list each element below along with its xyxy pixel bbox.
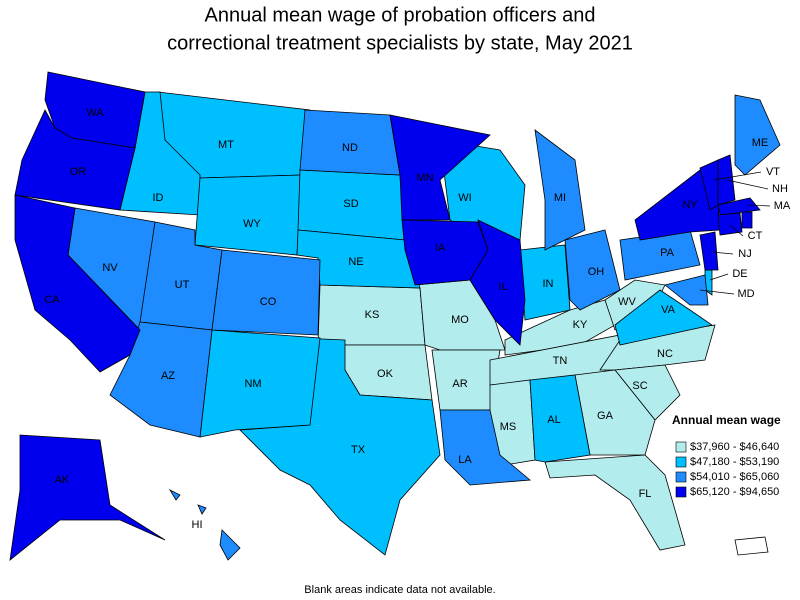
state-label: IA	[435, 242, 446, 254]
state-shape	[14, 194, 141, 373]
state-label: MS	[500, 421, 517, 433]
state-shape	[14, 109, 136, 211]
territory-shape	[734, 536, 769, 556]
state-label: ID	[153, 192, 164, 204]
leader-line	[711, 251, 734, 255]
state-label: AR	[452, 378, 467, 390]
legend-swatch	[675, 441, 687, 453]
state-label: OH	[588, 266, 605, 278]
state-shape	[614, 289, 713, 346]
states	[9, 71, 781, 561]
state-label: OR	[70, 166, 87, 178]
state-shape	[664, 274, 709, 306]
state-label: NV	[102, 262, 118, 274]
state-shape	[544, 454, 686, 551]
state-shape	[717, 197, 761, 216]
state-label: MI	[554, 192, 566, 204]
state-label: KS	[365, 309, 380, 321]
state-label: HI	[192, 519, 203, 531]
state-label: GA	[597, 410, 614, 422]
footnote: Blank areas indicate data not available.	[304, 584, 495, 596]
state-label: KY	[573, 319, 588, 331]
state-label: UT	[175, 279, 190, 291]
legend-swatch	[675, 486, 687, 498]
state-label: AL	[547, 414, 560, 426]
state-label: MD	[737, 288, 754, 300]
leader-line	[699, 289, 735, 295]
state-label: ND	[342, 142, 358, 154]
state-shape	[741, 211, 753, 229]
state-label: ME	[752, 137, 769, 149]
state-label: PA	[660, 247, 675, 259]
title-line: correctional treatment specialists by st…	[167, 32, 633, 54]
legend-title: Annual mean wage	[672, 413, 781, 427]
state-shape	[439, 409, 532, 486]
state-label: AK	[55, 474, 70, 486]
state-label: IL	[498, 281, 507, 293]
state-label: IN	[543, 278, 554, 290]
state-label: TX	[351, 444, 366, 456]
state-label: WV	[618, 296, 636, 308]
state-label: WA	[86, 107, 104, 119]
state-label: CA	[44, 294, 60, 306]
state-label: CO	[260, 296, 277, 308]
state-shape	[529, 374, 591, 463]
state-shape	[211, 249, 321, 336]
legend: $37,960 - $46,640 $47,180 - $53,190 $54,01…	[675, 441, 779, 498]
leader-line	[729, 224, 744, 237]
leader-line	[709, 273, 729, 281]
state-label: WY	[243, 218, 261, 230]
state-shape	[734, 94, 781, 176]
state-label: NM	[244, 378, 261, 390]
state-label: VT	[766, 166, 780, 178]
state-shape	[194, 174, 303, 256]
state-shape	[239, 337, 441, 556]
state-label: MT	[218, 139, 234, 151]
state-labels: KS MO OK AR KY TN MS WV NC SC GA FL MT ID WY SD NE TX NM WI…	[44, 107, 791, 531]
leader-line	[747, 204, 771, 207]
state-label: NH	[772, 183, 788, 195]
state-label: AZ	[161, 370, 175, 382]
state-label: VA	[661, 304, 676, 316]
state-label: WI	[458, 192, 471, 204]
state-label: NJ	[738, 248, 751, 260]
state-shape	[699, 231, 719, 271]
leader-line	[713, 171, 762, 181]
state-label: CT	[748, 230, 763, 242]
title-line: Annual mean wage of probation officers a…	[204, 4, 595, 26]
state-label: NE	[348, 256, 363, 268]
state-label: OK	[377, 368, 394, 380]
legend-label: $37,960 - $46,640	[690, 441, 779, 453]
state-shape	[389, 114, 491, 221]
leader-line	[726, 179, 769, 190]
legend-label: $54,010 - $65,060	[690, 471, 779, 483]
state-shape	[9, 434, 166, 561]
state-label: SD	[343, 198, 358, 210]
state-label: NC	[657, 348, 673, 360]
state-label: DE	[732, 268, 747, 280]
state-label: SC	[632, 380, 647, 392]
legend-swatch	[675, 456, 687, 468]
state-shape	[564, 229, 621, 311]
legend-swatch	[675, 471, 687, 483]
state-label: NY	[682, 199, 698, 211]
state-shape	[717, 154, 736, 206]
state-shape	[469, 219, 526, 346]
state-shape	[168, 489, 241, 561]
state-shape	[534, 129, 586, 251]
state-label: FL	[639, 488, 652, 500]
legend-label: $47,180 - $53,190	[690, 456, 779, 468]
legend-label: $65,120 - $94,650	[690, 486, 779, 498]
state-label: TN	[553, 355, 568, 367]
state-label: MN	[416, 172, 433, 184]
state-label: MO	[451, 314, 469, 326]
state-shape	[717, 212, 743, 236]
state-label: MA	[774, 200, 791, 212]
state-label: LA	[458, 454, 472, 466]
